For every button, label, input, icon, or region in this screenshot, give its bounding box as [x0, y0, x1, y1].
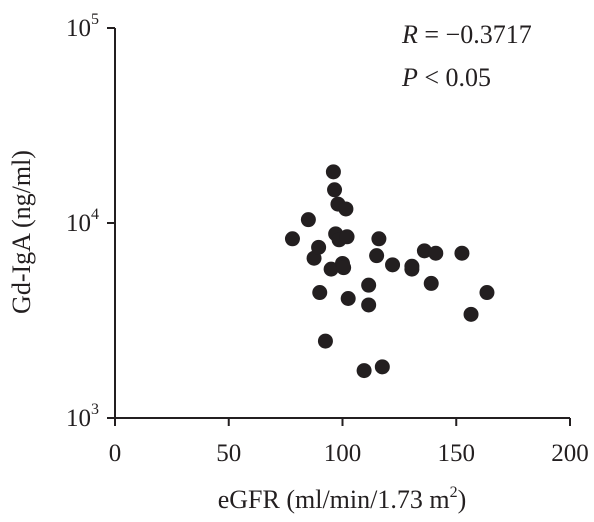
x-tick-label: 200: [551, 440, 589, 467]
axes: [114, 28, 570, 419]
data-points: [284, 164, 495, 379]
y-tick-exponent: 3: [91, 401, 99, 418]
data-point: [311, 239, 327, 255]
x-tick-label: 50: [216, 440, 241, 467]
x-axis-title-superscript: 2: [450, 484, 458, 501]
p-value-annotation: P < 0.05: [401, 63, 491, 92]
data-point: [374, 359, 390, 375]
data-point: [423, 275, 439, 291]
y-tick-exponent: 4: [91, 206, 99, 223]
y-tick-base: 10: [66, 405, 91, 432]
data-point: [325, 164, 341, 180]
y-tick-base: 10: [66, 210, 91, 237]
x-tick-label: 0: [109, 440, 122, 467]
data-point: [371, 231, 387, 247]
data-point: [369, 248, 385, 264]
data-point: [323, 261, 339, 277]
x-tick-label: 100: [324, 440, 362, 467]
data-point: [312, 285, 328, 301]
data-point: [428, 245, 444, 261]
correlation-annotation: R = −0.3717: [401, 20, 532, 49]
y-tick-base: 10: [66, 15, 91, 42]
y-tick-label: 103: [66, 401, 99, 432]
x-axis-title: eGFR (ml/min/1.73 m2): [218, 484, 467, 514]
data-point: [317, 333, 333, 349]
y-axis-title: Gd-IgA (ng/ml): [7, 150, 36, 314]
data-point: [361, 277, 377, 293]
data-point: [300, 212, 316, 228]
data-point: [340, 291, 356, 307]
x-axis-title-close: ): [458, 485, 467, 514]
y-tick-exponent: 5: [91, 11, 99, 28]
data-point: [361, 297, 377, 313]
data-point: [338, 201, 354, 217]
p-variable: P: [401, 63, 418, 92]
x-tick-label: 150: [438, 440, 476, 467]
data-point: [404, 258, 420, 274]
data-point: [416, 243, 432, 259]
data-point: [339, 229, 355, 245]
y-tick-label: 104: [66, 206, 99, 237]
data-point: [385, 257, 401, 273]
data-point: [356, 363, 372, 379]
data-point: [479, 285, 495, 301]
data-point: [284, 231, 300, 247]
r-variable: R: [401, 20, 418, 49]
p-value: < 0.05: [418, 63, 491, 92]
data-point: [327, 182, 343, 198]
y-tick-label: 105: [66, 11, 99, 42]
data-point: [463, 306, 479, 322]
x-axis-title-main: eGFR (ml/min/1.73 m: [218, 485, 450, 514]
data-point: [454, 245, 470, 261]
data-point: [336, 260, 352, 276]
r-value: = −0.3717: [418, 20, 532, 49]
